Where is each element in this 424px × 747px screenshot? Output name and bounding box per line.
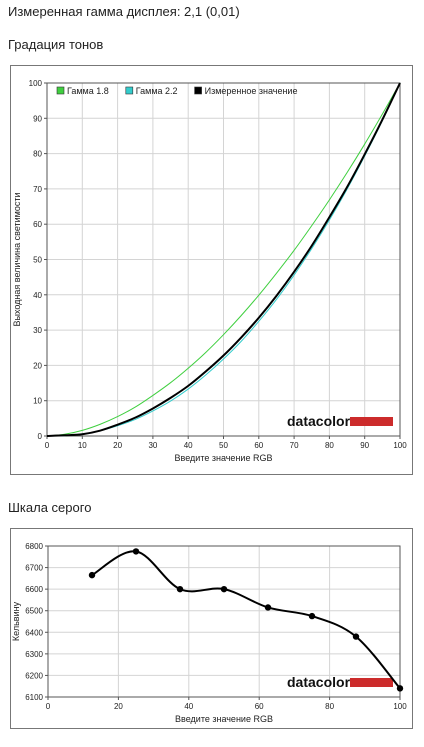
datacolor-logo: datacolor bbox=[287, 674, 351, 690]
gray-x-tick-label: 60 bbox=[255, 702, 264, 711]
tone-legend-label: Измеренное значение bbox=[205, 86, 298, 96]
gray-y-tick-label: 6400 bbox=[25, 628, 43, 637]
gray-data-point bbox=[220, 585, 228, 593]
gray-data-point bbox=[88, 571, 96, 579]
gray-axis-frame bbox=[47, 545, 401, 698]
tone-x-tick-label: 70 bbox=[290, 441, 299, 450]
tone-series-line-0 bbox=[46, 82, 401, 437]
tone-y-tick-label: 90 bbox=[33, 114, 42, 123]
tone-legend-label: Гамма 1.8 bbox=[67, 86, 109, 96]
gray-x-tick-label: 20 bbox=[114, 702, 123, 711]
gray-data-point bbox=[352, 633, 360, 640]
tone-x-tick-label: 90 bbox=[360, 441, 369, 450]
gray-x-tick-label: 80 bbox=[325, 702, 334, 711]
gray-x-tick-label: 100 bbox=[393, 702, 407, 711]
tone-legend-swatch bbox=[125, 86, 134, 95]
tone-y-tick-label: 70 bbox=[33, 185, 42, 194]
tone-series-line-2 bbox=[46, 82, 401, 437]
gray-x-axis-label: Введите значение RGB bbox=[175, 714, 273, 724]
datacolor-logo: datacolor bbox=[287, 413, 351, 429]
tone-chart-panel: 0 10 20 30 40 50 60 70 80 90 100 0 10 20 30 40 50 60 70 80 9… bbox=[10, 65, 413, 475]
tone-x-tick-label: 80 bbox=[325, 441, 334, 450]
tone-legend-label: Гамма 2.2 bbox=[136, 86, 178, 96]
gray-plot-area bbox=[48, 546, 400, 697]
tone-x-tick-label: 60 bbox=[254, 441, 263, 450]
gray-x-tick-label: 0 bbox=[46, 702, 51, 711]
tone-x-tick-label: 30 bbox=[148, 441, 157, 450]
datacolor-logo-bar bbox=[350, 417, 393, 426]
tone-x-tick-label: 40 bbox=[184, 441, 193, 450]
gray-data-point bbox=[132, 548, 140, 555]
tone-y-tick-label: 60 bbox=[33, 220, 42, 229]
tone-y-tick-label: 0 bbox=[38, 432, 43, 441]
tone-y-tick-label: 100 bbox=[29, 79, 43, 88]
grayscale-heading: Шкала серого bbox=[8, 500, 92, 515]
tone-legend-swatch bbox=[56, 86, 65, 95]
tone-y-axis-label: Выходная величина светимости bbox=[12, 192, 22, 326]
tone-chart: 0 10 20 30 40 50 60 70 80 90 100 0 10 20 30 40 50 60 70 80 9… bbox=[12, 79, 407, 463]
gray-y-tick-label: 6300 bbox=[25, 650, 43, 659]
tone-y-tick-label: 10 bbox=[33, 397, 42, 406]
tone-x-tick-label: 20 bbox=[113, 441, 122, 450]
tone-x-tick-label: 50 bbox=[219, 441, 228, 450]
gray-y-tick-label: 6100 bbox=[25, 693, 43, 702]
gray-y-tick-label: 6700 bbox=[25, 564, 43, 573]
tone-x-tick-label: 0 bbox=[45, 441, 50, 450]
tone-gradation-heading: Градация тонов bbox=[8, 37, 104, 52]
gray-y-axis-label: Кельвину bbox=[11, 601, 21, 641]
grayscale-chart: 6100 6200 6300 6400 6500 6600 6700 6800 0 20 40 60 8… bbox=[11, 542, 407, 724]
grayscale-chart-panel: 6100 6200 6300 6400 6500 6600 6700 6800 0 20 40 60 8… bbox=[10, 528, 413, 729]
gray-data-point bbox=[264, 604, 272, 611]
gray-data-point bbox=[308, 612, 316, 620]
gray-y-tick-label: 6800 bbox=[25, 542, 43, 551]
tone-x-tick-label: 100 bbox=[393, 441, 407, 450]
gray-data-point bbox=[396, 685, 404, 692]
tone-y-tick-label: 50 bbox=[33, 256, 42, 265]
tone-legend-swatch bbox=[194, 86, 202, 95]
tone-y-tick-label: 20 bbox=[33, 361, 42, 370]
gray-y-tick-label: 6200 bbox=[25, 671, 43, 680]
tone-y-tick-label: 30 bbox=[33, 326, 42, 335]
tone-y-tick-label: 80 bbox=[33, 150, 42, 159]
gray-y-tick-label: 6600 bbox=[25, 585, 43, 594]
gray-x-tick-label: 40 bbox=[184, 702, 193, 711]
tone-y-tick-label: 40 bbox=[33, 291, 42, 300]
datacolor-logo-bar bbox=[350, 678, 393, 687]
tone-x-axis-label: Введите значение RGB bbox=[175, 453, 273, 463]
gray-y-tick-label: 6500 bbox=[25, 607, 43, 616]
measured-gamma-label: Измеренная гамма дисплея: 2,1 (0,01) bbox=[8, 4, 240, 19]
gray-data-point bbox=[176, 585, 184, 593]
tone-x-tick-label: 10 bbox=[78, 441, 87, 450]
